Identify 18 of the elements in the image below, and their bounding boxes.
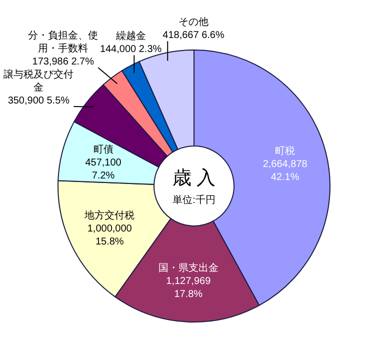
data-label: 1,000,000 15.8% bbox=[87, 223, 132, 248]
slice-label: 繰越金 bbox=[114, 30, 146, 42]
slice-label: その他 bbox=[178, 16, 209, 28]
text: 単位:千円 bbox=[172, 194, 216, 206]
slice-label: 地方交付税 bbox=[84, 209, 135, 222]
data-label: 173,986 2.7% bbox=[32, 56, 94, 68]
slice-label: 町税 bbox=[275, 144, 296, 157]
text: 歳 入 bbox=[172, 168, 216, 189]
slice-label: 分・負担金、使用・手数料 bbox=[28, 30, 98, 55]
data-label: 350,900 5.5% bbox=[8, 96, 70, 106]
data-label: 418,667 6.6% bbox=[162, 30, 224, 42]
slice-label: 譲与税及び交付金 bbox=[4, 68, 74, 94]
data-label: 457,100 7.2% bbox=[85, 157, 122, 182]
slice-label: 町債 bbox=[93, 143, 114, 156]
data-label: 2,664,878 42.1% bbox=[262, 158, 308, 183]
data-label: 1,127,969 17.8% bbox=[166, 276, 212, 300]
data-label: 144,000 2.3% bbox=[100, 44, 162, 56]
slice-label: 国・県支出金 bbox=[158, 262, 218, 274]
